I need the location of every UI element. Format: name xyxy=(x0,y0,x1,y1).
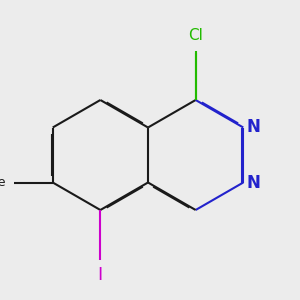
Text: N: N xyxy=(246,173,260,191)
Text: Cl: Cl xyxy=(188,28,203,43)
Text: I: I xyxy=(98,266,103,284)
Text: Me: Me xyxy=(0,176,6,189)
Text: N: N xyxy=(246,118,260,136)
